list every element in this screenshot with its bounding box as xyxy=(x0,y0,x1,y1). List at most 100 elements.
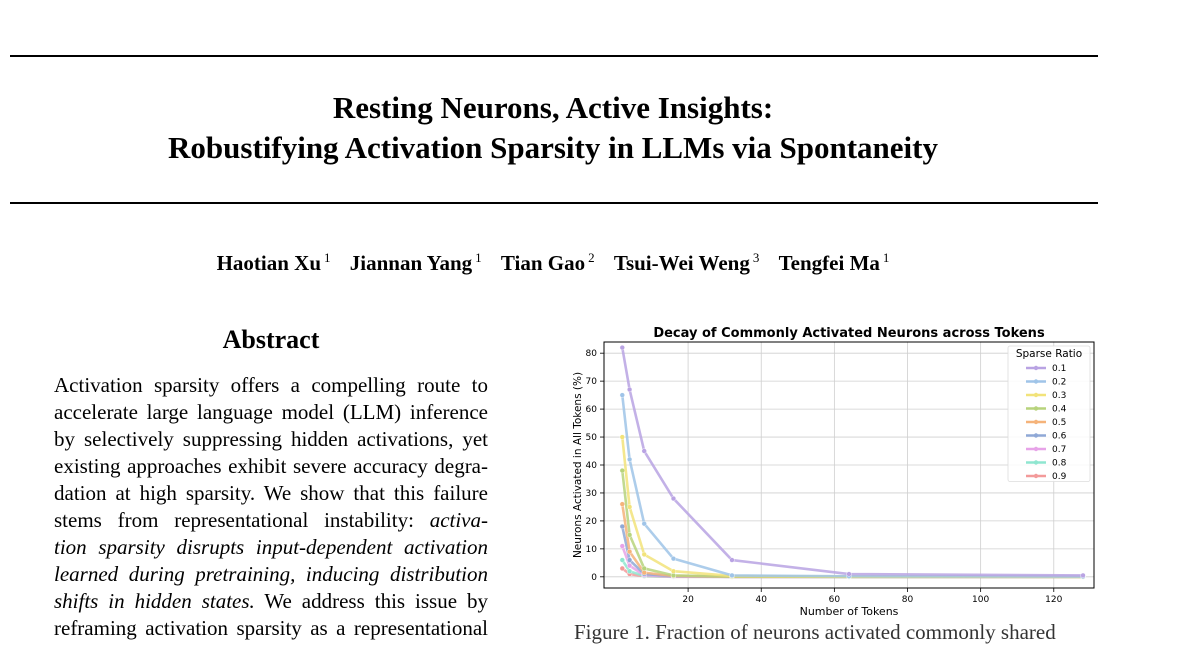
data-point xyxy=(1080,572,1086,579)
top-rule xyxy=(10,55,1098,57)
legend-marker xyxy=(1033,406,1039,411)
abstract-text-segment: reframing activation sparsity as a repre… xyxy=(54,616,488,640)
data-point xyxy=(619,565,625,572)
legend-box xyxy=(1007,345,1091,482)
author-name: Tengfei Ma xyxy=(778,251,880,275)
figure-caption: Figure 1. Fraction of neurons activated … xyxy=(574,620,1056,644)
data-point xyxy=(619,392,625,398)
x-tick-label: 60 xyxy=(829,595,841,605)
data-point xyxy=(619,344,625,351)
data-point xyxy=(641,551,647,558)
legend-label: 0.4 xyxy=(1052,405,1067,415)
data-point xyxy=(670,556,677,562)
abstract-text-segment: stems from representational instability: xyxy=(54,508,430,532)
legend-label: 0.6 xyxy=(1052,432,1067,442)
data-point xyxy=(626,557,633,563)
abstract-text-segment: tion sparsity disrupts input-dependent a… xyxy=(54,535,488,559)
author: Tian Gao 2 xyxy=(501,250,595,275)
chart-svg: Decay of Commonly Activated Neurons acro… xyxy=(572,326,1095,618)
abstract-text-segment: learned during pretraining, inducing dis… xyxy=(54,562,488,586)
data-point xyxy=(619,467,625,474)
abstract-text-segment: accelerate large language model (LLM) in… xyxy=(54,400,488,424)
data-point xyxy=(670,495,677,502)
legend-marker xyxy=(1033,365,1039,371)
legend-label: 0.7 xyxy=(1052,445,1066,455)
y-tick-label: 10 xyxy=(586,545,598,555)
abstract-text-segment: activa- xyxy=(429,508,488,532)
abstract-line: accelerate large language model (LLM) in… xyxy=(54,399,488,426)
author-name: Jiannan Yang xyxy=(349,251,473,275)
data-point xyxy=(619,501,625,507)
author-affiliation: 2 xyxy=(588,250,595,265)
data-point xyxy=(626,532,633,538)
legend-label: 0.1 xyxy=(1052,364,1066,374)
data-point xyxy=(670,568,677,574)
y-tick-label: 30 xyxy=(586,489,598,499)
abstract-line: learned during pretraining, inducing dis… xyxy=(54,561,488,588)
author: Tengfei Ma 1 xyxy=(778,250,890,275)
y-tick-label: 40 xyxy=(586,461,598,471)
abstract-line: Activation sparsity offers a compelling … xyxy=(54,372,488,399)
abstract-line: stems from representational instability:… xyxy=(54,507,488,534)
y-tick-label: 80 xyxy=(586,349,598,359)
data-point xyxy=(619,523,625,530)
x-tick-label: 20 xyxy=(682,595,694,605)
author-affiliation: 1 xyxy=(475,250,482,265)
data-point xyxy=(626,549,633,555)
legend-label: 0.3 xyxy=(1052,391,1066,401)
abstract-line: shifts in hidden states. We address this… xyxy=(54,588,488,615)
series-line-0.4 xyxy=(620,470,1084,579)
legend-marker xyxy=(1033,419,1039,425)
abstract-text-segment: We address this issue by xyxy=(254,589,488,613)
data-point xyxy=(641,448,647,454)
legend-marker xyxy=(1033,392,1039,398)
data-point xyxy=(729,557,735,563)
author-affiliation: 1 xyxy=(324,250,331,265)
data-point xyxy=(619,557,625,563)
chart-title: Decay of Commonly Activated Neurons acro… xyxy=(653,326,1045,341)
legend-marker xyxy=(1033,379,1039,384)
series-line-0.6 xyxy=(621,526,1084,579)
x-tick-label: 40 xyxy=(756,595,768,605)
y-tick-label: 50 xyxy=(586,433,598,443)
y-tick-label: 0 xyxy=(591,573,597,583)
legend-label: 0.2 xyxy=(1052,378,1066,388)
author-name: Haotian Xu xyxy=(216,251,322,275)
abstract-text-segment: Activation sparsity offers a compelling … xyxy=(54,373,488,397)
author: Jiannan Yang 1 xyxy=(349,250,482,275)
abstract-line: by selectively suppressing hidden activa… xyxy=(54,426,488,453)
abstract-line: reframing activation sparsity as a repre… xyxy=(54,615,488,642)
author-list: Haotian Xu 1 Jiannan Yang 1 Tian Gao 2 Tsui… xyxy=(0,250,1106,276)
abstract-heading: Abstract xyxy=(222,325,320,354)
legend-marker xyxy=(1033,460,1039,465)
data-point xyxy=(619,434,625,440)
data-point xyxy=(641,565,647,572)
legend-marker xyxy=(1033,446,1039,452)
series-line-0.5 xyxy=(620,503,1084,579)
x-tick-label: 120 xyxy=(1045,595,1062,605)
data-point xyxy=(626,456,633,463)
author: Tsui-Wei Weng 3 xyxy=(613,250,760,275)
author-name: Tsui-Wei Weng xyxy=(613,251,750,275)
legend-label: 0.5 xyxy=(1052,418,1066,428)
author-affiliation: 3 xyxy=(752,250,760,265)
author: Haotian Xu 1 xyxy=(216,250,331,275)
legend-title: Sparse Ratio xyxy=(1016,348,1082,360)
figure-chart: Decay of Commonly Activated Neurons acro… xyxy=(560,318,1105,618)
abstract-line: dation at high sparsity. We show that th… xyxy=(54,480,488,507)
legend-marker xyxy=(1033,433,1039,438)
abstract-line: tion sparsity disrupts input-dependent a… xyxy=(54,534,488,561)
bottom-rule xyxy=(10,202,1098,204)
legend-marker xyxy=(1033,473,1039,479)
y-tick-label: 70 xyxy=(586,377,598,387)
x-axis-label: Number of Tokens xyxy=(800,605,899,618)
data-point xyxy=(626,568,633,574)
abstract-text-segment: by selectively suppressing hidden activa… xyxy=(54,427,488,451)
y-axis-label: Neurons Activated in All Tokens (%) xyxy=(572,372,584,558)
y-tick-label: 20 xyxy=(586,517,598,527)
data-point xyxy=(729,572,735,579)
legend-label: 0.9 xyxy=(1052,472,1067,482)
data-point xyxy=(619,543,625,549)
title-line-2: Robustifying Activation Sparsity in LLMs… xyxy=(168,130,938,165)
title-line-1: Resting Neurons, Active Insights: xyxy=(332,90,774,125)
